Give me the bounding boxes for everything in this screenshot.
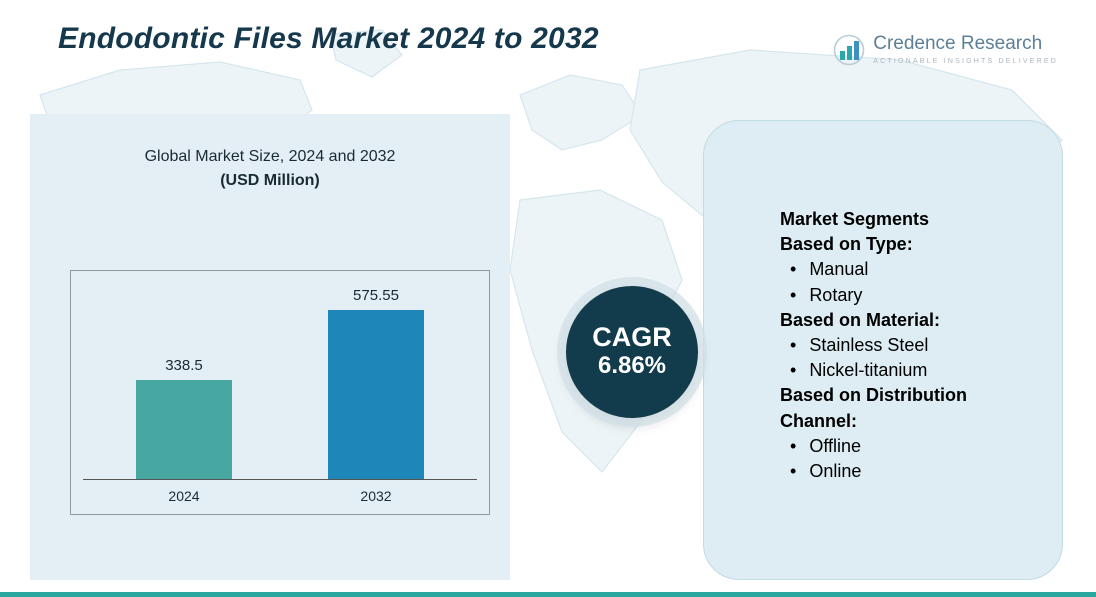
cagr-label: CAGR (592, 321, 672, 352)
market-segments-panel: Market Segments Based on Type: Manual Ro… (703, 120, 1063, 580)
segment-group-distribution: Based on Distribution Channel: Offline O… (780, 383, 1036, 484)
cagr-value: 6.86% (597, 352, 667, 380)
segment-group-material: Based on Material: Stainless Steel Nicke… (780, 308, 1036, 384)
page-title: Endodontic Files Market 2024 to 2032 (58, 22, 599, 55)
segment-item: Manual (780, 257, 1036, 282)
segment-item: Nickel-titanium (780, 358, 1036, 383)
segment-group-label: Based on Type: (780, 234, 913, 255)
brand-text-block: Credence Research Actionable Insights De… (873, 33, 1058, 65)
bar-value-label: 338.5 (165, 357, 203, 374)
bar-chart: 338.5 575.55 2024 2032 (70, 270, 490, 515)
bar-chart-logo-icon (833, 34, 865, 66)
chart-unit-label: (USD Million) (220, 172, 320, 189)
segment-group-label: Based on Material: (780, 309, 941, 330)
x-axis-label-2024: 2024 (168, 488, 200, 504)
segment-group-label: Based on Distribution Channel: (780, 385, 968, 431)
brand-tagline: Actionable Insights Delivered (873, 57, 1058, 65)
bottom-accent-strip (0, 592, 1096, 597)
market-size-panel: Global Market Size, 2024 and 2032 (USD M… (30, 114, 510, 580)
bar-2032 (328, 310, 424, 479)
bar-chart-plot-area: 338.5 575.55 (83, 287, 477, 480)
brand-logo: Credence Research Actionable Insights De… (833, 33, 1058, 66)
segment-item: Online (780, 459, 1036, 484)
segment-item: Offline (780, 434, 1036, 459)
cagr-badge: CAGR 6.86% (566, 286, 698, 418)
x-axis-labels: 2024 2032 (83, 488, 477, 508)
segment-item: Stainless Steel (780, 333, 1036, 358)
x-axis-label-2032: 2032 (360, 488, 392, 504)
bar-2024 (136, 380, 232, 479)
bar-group-2032: 575.55 (328, 287, 424, 479)
segment-group-type: Based on Type: Manual Rotary (780, 232, 1036, 308)
segments-heading: Market Segments (780, 209, 930, 229)
chart-subtitle: Global Market Size, 2024 and 2032 (144, 148, 396, 165)
bar-group-2024: 338.5 (136, 357, 232, 479)
segment-item: Rotary (780, 283, 1036, 308)
brand-name: Credence Research (873, 33, 1043, 54)
bar-value-label: 575.55 (353, 287, 399, 304)
